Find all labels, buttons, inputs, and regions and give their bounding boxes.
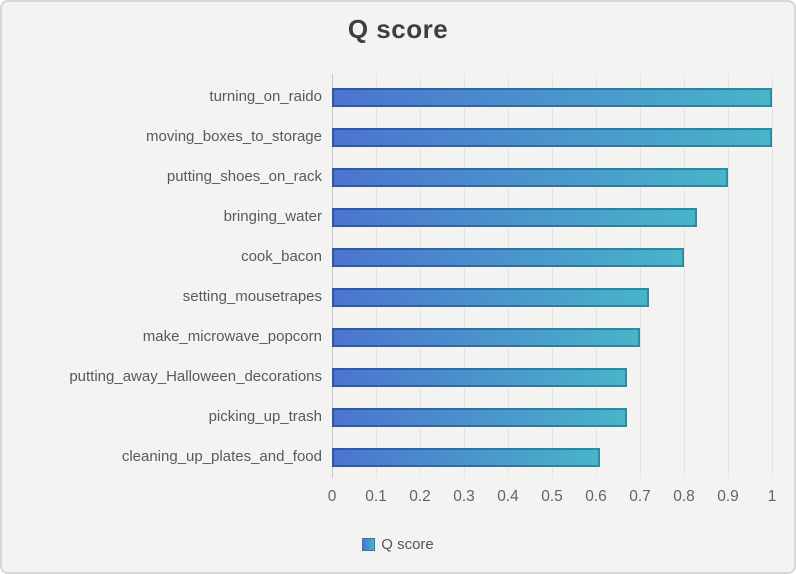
x-tick-label: 0.3 — [453, 488, 475, 505]
legend-swatch-icon — [362, 538, 376, 551]
x-tick-label: 0 — [327, 488, 337, 505]
bar-fill — [334, 330, 638, 345]
bar-fill — [334, 250, 682, 265]
bar-fill — [334, 290, 647, 305]
category-label: cook_bacon — [241, 248, 322, 265]
x-tick-label: 0.6 — [585, 488, 607, 505]
gridline — [464, 74, 465, 478]
category-label: picking_up_trash — [208, 408, 322, 425]
x-axis: 0 0.1 0.2 0.3 0.4 0.5 0.6 0.7 0.8 0.9 1 — [328, 488, 777, 510]
bar[interactable] — [332, 368, 627, 387]
x-tick-label: 0.9 — [717, 488, 739, 505]
x-tick-label: 0.7 — [629, 488, 651, 505]
bar[interactable] — [332, 408, 627, 427]
bar-fill — [334, 450, 598, 465]
legend-label: Q score — [381, 536, 434, 553]
x-tick-label: 0.4 — [497, 488, 519, 505]
category-label: putting_shoes_on_rack — [166, 168, 322, 185]
gridline — [772, 74, 773, 478]
bar[interactable] — [332, 328, 640, 347]
legend[interactable]: Q score — [2, 536, 794, 553]
x-tick-label: 1 — [767, 488, 777, 505]
x-tick-label: 0.1 — [365, 488, 387, 505]
bar-fill — [334, 410, 625, 425]
category-label: putting_away_Halloween_decorations — [69, 368, 322, 385]
gridline — [640, 74, 641, 478]
gridline — [376, 74, 377, 478]
x-tick-label: 0.2 — [409, 488, 431, 505]
gridline — [508, 74, 509, 478]
bar[interactable] — [332, 288, 649, 307]
gridline — [596, 74, 597, 478]
bar[interactable] — [332, 168, 728, 187]
bar[interactable] — [332, 88, 772, 107]
category-label: moving_boxes_to_storage — [146, 128, 322, 145]
bar-fill — [334, 210, 695, 225]
category-label: make_microwave_popcorn — [142, 328, 322, 345]
bar-fill — [334, 370, 625, 385]
category-label: bringing_water — [223, 208, 322, 225]
bar[interactable] — [332, 248, 684, 267]
plot-area — [332, 74, 773, 478]
gridline — [552, 74, 553, 478]
x-tick-label: 0.8 — [673, 488, 695, 505]
x-tick-label: 0.5 — [541, 488, 563, 505]
bar-fill — [334, 170, 726, 185]
gridline — [684, 74, 685, 478]
category-label: cleaning_up_plates_and_food — [121, 448, 322, 465]
bar[interactable] — [332, 128, 772, 147]
axis-baseline — [332, 74, 333, 478]
bar-fill — [334, 90, 770, 105]
gridline — [420, 74, 421, 478]
category-label: setting_mousetrapes — [182, 288, 322, 305]
bar-fill — [334, 130, 770, 145]
category-label: turning_on_raido — [209, 88, 322, 105]
bar[interactable] — [332, 448, 600, 467]
chart-title: Q score — [347, 14, 449, 44]
bar[interactable] — [332, 208, 697, 227]
gridline — [728, 74, 729, 478]
